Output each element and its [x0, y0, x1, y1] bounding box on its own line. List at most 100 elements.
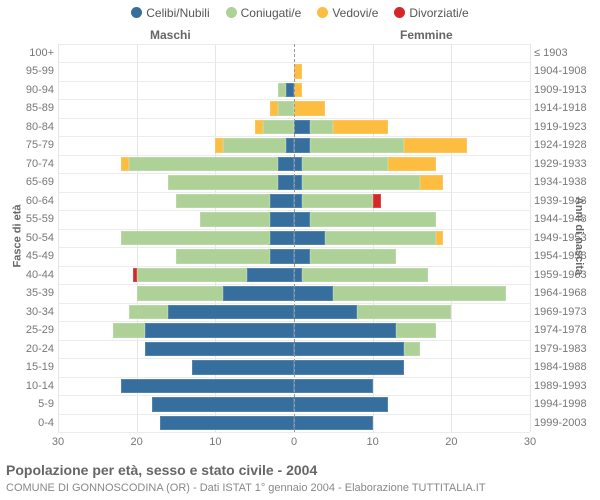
bar-male-celibi [152, 397, 294, 411]
age-label: 95-99 [2, 62, 54, 80]
bar-female-coniugati [302, 268, 428, 282]
bar-male-coniugati [263, 120, 294, 134]
bar-female-celibi [294, 175, 302, 189]
birth-year-label: 1904-1908 [534, 62, 598, 80]
bar-female-coniugati [310, 138, 404, 152]
bar-female-celibi [294, 157, 302, 171]
bar-female-vedovi [294, 83, 302, 97]
bar-male-celibi [278, 175, 294, 189]
birth-year-label: 1959-1963 [534, 266, 598, 284]
legend-item: Celibi/Nubili [131, 6, 209, 20]
bar-male-celibi [270, 249, 294, 263]
bar-male-vedovi [121, 157, 129, 171]
legend-item: Coniugati/e [226, 6, 302, 20]
bar-male-coniugati [278, 101, 294, 115]
bar-female-coniugati [404, 342, 420, 356]
bar-female-coniugati [302, 157, 389, 171]
bar-female-coniugati [325, 231, 435, 245]
age-label: 15-19 [2, 358, 54, 376]
bar-female-coniugati [333, 286, 506, 300]
bar-female-celibi [294, 231, 325, 245]
bar-female-celibi [294, 194, 302, 208]
legend-item: Divorziati/e [394, 6, 468, 20]
bar-female-celibi [294, 249, 310, 263]
bar-male-coniugati [129, 157, 278, 171]
legend: Celibi/Nubili Coniugati/e Vedovi/e Divorzia… [0, 6, 600, 20]
bar-female-vedovi [294, 101, 325, 115]
birth-year-label: 1969-1973 [534, 303, 598, 321]
age-label: 40-44 [2, 266, 54, 284]
legend-label: Coniugati/e [241, 6, 302, 20]
bar-female-celibi [294, 286, 333, 300]
bar-female-coniugati [310, 120, 334, 134]
bar-female-divorziati [373, 194, 381, 208]
bar-female-coniugati [310, 212, 436, 226]
age-label: 30-34 [2, 303, 54, 321]
bar-male-celibi [192, 360, 294, 374]
bar-male-coniugati [121, 231, 270, 245]
bar-female-coniugati [302, 194, 373, 208]
legend-swatch [131, 7, 142, 18]
bar-male-coniugati [176, 194, 270, 208]
bar-male-coniugati [137, 286, 224, 300]
birth-year-label: 1974-1978 [534, 321, 598, 339]
bar-male-coniugati [113, 323, 144, 337]
legend-label: Vedovi/e [332, 6, 378, 20]
age-label: 5-9 [2, 395, 54, 413]
birth-year-label: 1909-1913 [534, 81, 598, 99]
bar-female-celibi [294, 323, 396, 337]
age-label: 65-69 [2, 173, 54, 191]
bar-female-vedovi [333, 120, 388, 134]
age-label: 85-89 [2, 99, 54, 117]
female-header: Femmine [400, 28, 453, 42]
legend-label: Divorziati/e [409, 6, 468, 20]
age-label: 70-74 [2, 155, 54, 173]
bar-male-celibi [270, 194, 294, 208]
x-tick: 10 [209, 436, 221, 448]
birth-year-label: 1979-1983 [534, 340, 598, 358]
birth-year-label: 1934-1938 [534, 173, 598, 191]
bar-male-celibi [247, 268, 294, 282]
bar-male-celibi [223, 286, 294, 300]
bar-male-celibi [278, 157, 294, 171]
bar-male-vedovi [270, 101, 278, 115]
age-label: 0-4 [2, 414, 54, 432]
bar-female-celibi [294, 397, 388, 411]
birth-year-label: 1999-2003 [534, 414, 598, 432]
x-tick: 0 [291, 436, 297, 448]
male-header: Maschi [150, 28, 191, 42]
bar-male-coniugati [137, 268, 247, 282]
grid-line [530, 44, 531, 432]
bar-female-coniugati [302, 175, 420, 189]
chart-title: Popolazione per età, sesso e stato civil… [6, 462, 317, 478]
bar-female-vedovi [404, 138, 467, 152]
age-label: 35-39 [2, 284, 54, 302]
birth-year-label: 1949-1953 [534, 229, 598, 247]
bar-female-coniugati [310, 249, 397, 263]
legend-swatch [226, 7, 237, 18]
birth-year-label: 1944-1948 [534, 210, 598, 228]
bar-female-celibi [294, 416, 373, 430]
center-axis [294, 44, 295, 432]
birth-year-label: ≤ 1903 [534, 44, 598, 62]
age-label: 55-59 [2, 210, 54, 228]
bar-male-vedovi [255, 120, 263, 134]
age-label: 50-54 [2, 229, 54, 247]
bar-female-celibi [294, 120, 310, 134]
birth-year-label: 1929-1933 [534, 155, 598, 173]
age-label: 100+ [2, 44, 54, 62]
bar-male-coniugati [129, 305, 168, 319]
legend-swatch [317, 7, 328, 18]
bar-female-vedovi [436, 231, 444, 245]
legend-item: Vedovi/e [317, 6, 378, 20]
bar-male-coniugati [176, 249, 270, 263]
bar-female-celibi [294, 138, 310, 152]
bar-male-coniugati [168, 175, 278, 189]
age-label: 75-79 [2, 136, 54, 154]
age-label: 20-24 [2, 340, 54, 358]
bar-male-celibi [160, 416, 294, 430]
legend-swatch [394, 7, 405, 18]
bar-male-celibi [286, 138, 294, 152]
x-tick: 30 [524, 436, 536, 448]
bar-male-celibi [168, 305, 294, 319]
